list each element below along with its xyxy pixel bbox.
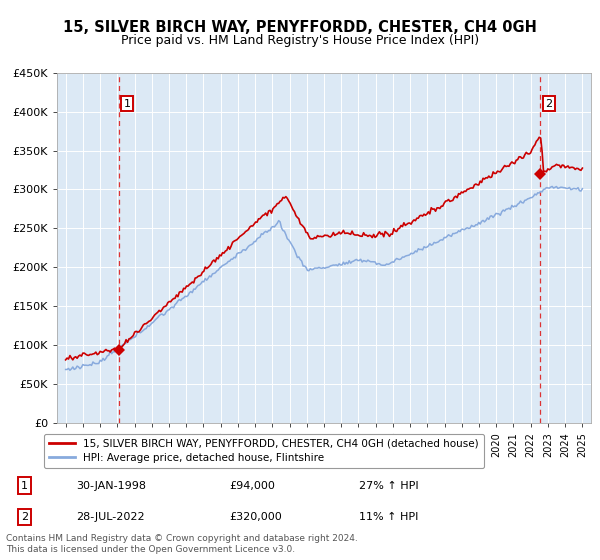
Text: This data is licensed under the Open Government Licence v3.0.: This data is licensed under the Open Gov… [6, 545, 295, 554]
Text: £320,000: £320,000 [229, 512, 282, 522]
Text: 2: 2 [545, 99, 553, 109]
Text: 2: 2 [21, 512, 28, 522]
Text: 1: 1 [22, 480, 28, 491]
Text: 1: 1 [124, 99, 131, 109]
Text: Price paid vs. HM Land Registry's House Price Index (HPI): Price paid vs. HM Land Registry's House … [121, 34, 479, 46]
Text: 27% ↑ HPI: 27% ↑ HPI [359, 480, 418, 491]
Text: 15, SILVER BIRCH WAY, PENYFFORDD, CHESTER, CH4 0GH: 15, SILVER BIRCH WAY, PENYFFORDD, CHESTE… [63, 20, 537, 35]
Legend: 15, SILVER BIRCH WAY, PENYFFORDD, CHESTER, CH4 0GH (detached house), HPI: Averag: 15, SILVER BIRCH WAY, PENYFFORDD, CHESTE… [44, 433, 484, 468]
Text: 28-JUL-2022: 28-JUL-2022 [77, 512, 145, 522]
Text: £94,000: £94,000 [229, 480, 275, 491]
Text: Contains HM Land Registry data © Crown copyright and database right 2024.: Contains HM Land Registry data © Crown c… [6, 534, 358, 543]
Text: 11% ↑ HPI: 11% ↑ HPI [359, 512, 418, 522]
Text: 30-JAN-1998: 30-JAN-1998 [77, 480, 146, 491]
